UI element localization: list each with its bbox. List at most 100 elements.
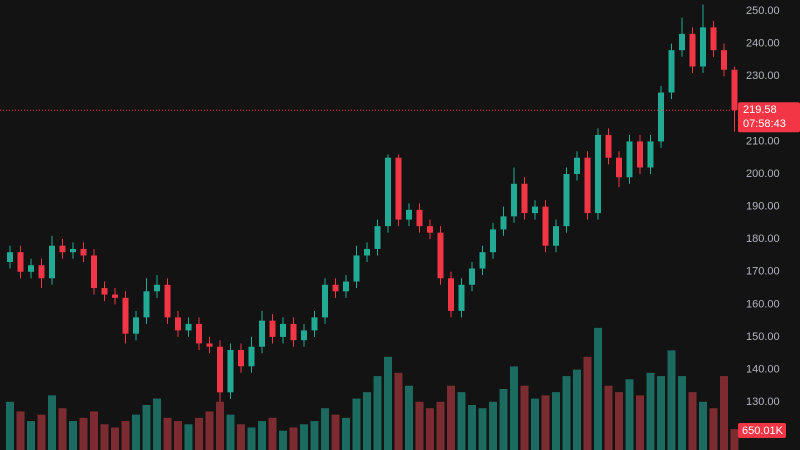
- candle-body: [458, 284, 465, 311]
- y-tick-label: 190.00: [746, 200, 780, 212]
- candle-body: [259, 320, 265, 347]
- price-label-box: [738, 102, 800, 133]
- volume-bar: [195, 417, 203, 450]
- volume-bar: [237, 424, 245, 450]
- candle-body: [479, 252, 486, 269]
- volume-bar: [699, 401, 707, 450]
- volume-bar: [310, 421, 319, 450]
- volume-bar: [79, 417, 88, 450]
- volume-bar: [583, 356, 592, 450]
- candle-body: [70, 248, 76, 253]
- y-tick-label: 150.00: [746, 331, 780, 343]
- candle-body: [721, 50, 727, 70]
- volume-bar: [184, 424, 193, 450]
- candle-body: [395, 157, 402, 220]
- volume-bar: [69, 421, 77, 450]
- candle-body: [290, 323, 297, 341]
- volume-bar: [594, 327, 602, 450]
- volume-bar: [16, 411, 25, 450]
- volume-bar: [247, 427, 256, 450]
- candle-body: [605, 134, 612, 158]
- volume-bar: [541, 395, 550, 450]
- candle-body: [353, 255, 360, 282]
- volume-bar: [657, 376, 665, 450]
- volume-bar: [205, 411, 214, 450]
- volume-bar: [478, 408, 487, 450]
- volume-bar: [363, 392, 371, 450]
- volume-bar: [258, 421, 266, 450]
- candle-body: [227, 349, 234, 393]
- candle-body: [122, 297, 129, 334]
- volume-bar: [394, 372, 403, 450]
- volume-bar: [678, 376, 686, 450]
- candle-body: [647, 141, 654, 168]
- volume-bar: [100, 424, 109, 450]
- volume-bar: [646, 372, 655, 450]
- volume-bar: [415, 401, 424, 450]
- y-tick-label: 200.00: [746, 168, 780, 180]
- volume-bar: [142, 405, 151, 450]
- candle-body: [595, 134, 601, 214]
- volume-bar: [216, 401, 224, 450]
- candle-body: [59, 245, 66, 253]
- y-tick-label: 140.00: [746, 363, 780, 375]
- candle-body: [668, 50, 675, 93]
- candle-body: [553, 226, 559, 246]
- candle-body: [521, 183, 528, 214]
- volume-bar: [520, 385, 529, 450]
- y-tick-label: 240.00: [746, 38, 780, 50]
- candle-body: [217, 346, 223, 393]
- volume-bar: [132, 414, 140, 450]
- candle-body: [280, 323, 286, 337]
- candle-body: [658, 92, 664, 142]
- volume-label-box: [738, 423, 786, 438]
- volume-bar: [709, 408, 718, 450]
- candle-body: [416, 209, 423, 227]
- candle-body: [689, 33, 696, 67]
- volume-bar: [163, 417, 172, 450]
- volume-bar: [300, 424, 308, 450]
- volume-bar: [447, 385, 455, 450]
- volume-bar: [153, 398, 161, 450]
- candle-body: [511, 183, 517, 217]
- volume-bar: [373, 376, 382, 450]
- y-tick-label: 130.00: [746, 396, 780, 408]
- candle-body: [185, 323, 192, 331]
- volume-bar: [342, 417, 350, 450]
- candle-body: [343, 281, 349, 292]
- candle-body: [49, 245, 55, 279]
- candle-body: [700, 27, 706, 67]
- volume-bar: [90, 411, 98, 450]
- volume-bar: [111, 427, 119, 450]
- candle-body: [637, 141, 643, 168]
- volume-bar: [352, 398, 361, 450]
- volume-bar: [226, 414, 235, 450]
- volume-bar: [667, 350, 676, 450]
- candle-body: [574, 157, 580, 175]
- candle-body: [38, 265, 45, 279]
- candle-body: [80, 248, 87, 256]
- y-tick-label: 210.00: [746, 135, 780, 147]
- volume-bar: [405, 385, 413, 450]
- candle-body: [143, 291, 150, 318]
- y-tick-label: 160.00: [746, 298, 780, 310]
- y-tick-label: 250.00: [746, 5, 780, 17]
- volume-bar: [384, 356, 392, 450]
- candle-body: [17, 252, 24, 272]
- candle-body: [532, 206, 538, 214]
- candle-body: [175, 317, 181, 331]
- volume-bar: [510, 366, 518, 450]
- volume-bar: [279, 430, 287, 450]
- candle-body: [374, 226, 381, 249]
- volume-bar: [321, 408, 329, 450]
- volume-bar: [48, 395, 56, 450]
- volume-bar: [121, 421, 130, 450]
- volume-bar: [562, 376, 571, 450]
- volume-bar: [604, 385, 613, 450]
- candle-body: [7, 252, 13, 262]
- candle-body: [206, 343, 213, 347]
- candle-body: [710, 27, 717, 51]
- volume-bar: [636, 395, 644, 450]
- volume-bar: [37, 414, 46, 450]
